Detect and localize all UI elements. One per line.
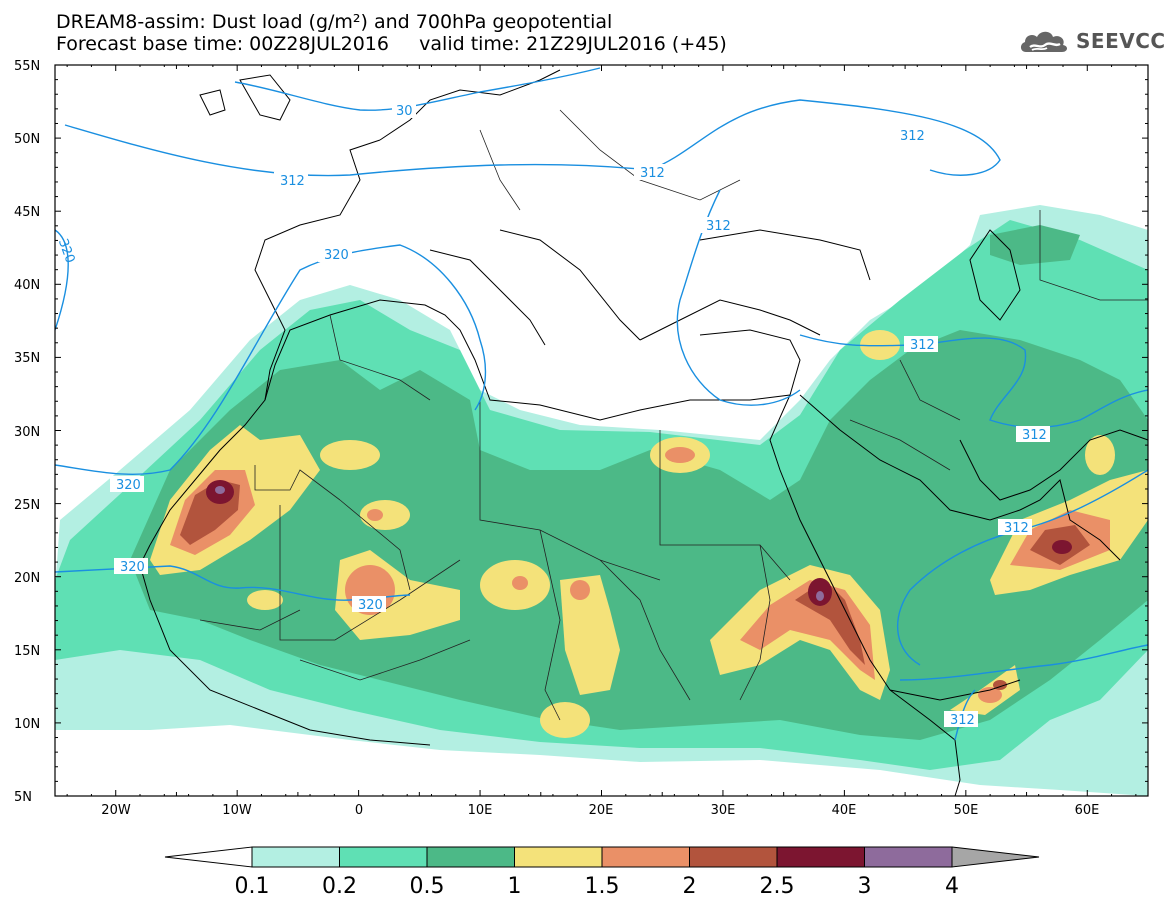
map-title-line1: DREAM8-assim: Dust load (g/m²) and 700hP… bbox=[56, 11, 613, 33]
colorbar-label: 2 bbox=[683, 874, 697, 899]
axis-ticks bbox=[54, 64, 1149, 797]
lat-label: 5N bbox=[14, 790, 32, 805]
map-title-line2: Forecast base time: 00Z28JUL2016 valid t… bbox=[56, 33, 727, 55]
lat-label: 25N bbox=[14, 498, 40, 513]
dust-field bbox=[55, 205, 1148, 796]
colorbar-label: 0.1 bbox=[235, 874, 270, 899]
lat-label: 30N bbox=[14, 425, 40, 440]
contour-312-europe bbox=[676, 189, 801, 406]
contour-labels: 312 312 312 312 312 312 312 312 320 320 … bbox=[55, 102, 1050, 728]
lat-label: 15N bbox=[14, 644, 40, 659]
cloud-icon bbox=[1020, 31, 1068, 52]
contour-label: 312 bbox=[706, 219, 731, 234]
lon-label: 30E bbox=[711, 803, 736, 818]
contour-label: 30 bbox=[396, 104, 413, 119]
contour-label: 312 bbox=[640, 166, 665, 181]
logo-text: SEEVCCC bbox=[1076, 29, 1165, 53]
lat-label: 40N bbox=[14, 278, 40, 293]
dust-band-0.5-caspian bbox=[990, 225, 1080, 265]
lon-label: 60E bbox=[1075, 803, 1100, 818]
colorbar-label: 2.5 bbox=[760, 874, 795, 899]
contour-label: 312 bbox=[950, 713, 975, 728]
contour-312-north bbox=[64, 99, 1001, 177]
colorbar-segment bbox=[251, 846, 340, 868]
contour-312-east bbox=[799, 334, 1148, 429]
colorbar-segment bbox=[426, 846, 515, 868]
lon-label: 0 bbox=[355, 803, 363, 818]
colorbar-label: 3 bbox=[858, 874, 872, 899]
colorbar-over-arrow bbox=[951, 846, 1040, 868]
lon-label: 20W bbox=[101, 803, 131, 818]
colorbar-segment bbox=[514, 846, 603, 868]
contour-label: 312 bbox=[1004, 521, 1029, 536]
lon-label: 20E bbox=[589, 803, 614, 818]
contour-label: 312 bbox=[280, 174, 305, 189]
contour-label: 320 bbox=[358, 598, 383, 613]
colorbar-under-arrow bbox=[164, 846, 253, 868]
contour-label: 312 bbox=[900, 129, 925, 144]
colorbar-label: 0.2 bbox=[322, 874, 357, 899]
lon-label: 40E bbox=[832, 803, 857, 818]
lat-labels: 5N 10N 15N 20N 25N 30N 35N 40N 45N 50N 5… bbox=[14, 59, 40, 805]
lat-label: 50N bbox=[14, 132, 40, 147]
colorbar-label: 1 bbox=[508, 874, 522, 899]
colorbar-label: 1.5 bbox=[585, 874, 620, 899]
lat-label: 20N bbox=[14, 571, 40, 586]
contour-320-iberia bbox=[55, 229, 69, 331]
lon-label: 10E bbox=[468, 803, 493, 818]
colorbar-label: 4 bbox=[945, 874, 959, 899]
contour-312-horn bbox=[899, 644, 1148, 681]
lat-label: 35N bbox=[14, 351, 40, 366]
contour-label: 320 bbox=[324, 248, 349, 263]
contour-label: 320 bbox=[116, 478, 141, 493]
lon-label: 50E bbox=[954, 803, 979, 818]
dust-band-3 bbox=[215, 486, 824, 601]
lon-label: 10W bbox=[222, 803, 252, 818]
colorbar-segment bbox=[864, 846, 953, 868]
colorbar-segment bbox=[601, 846, 690, 868]
colorbar-label: 0.5 bbox=[410, 874, 445, 899]
contour-30 bbox=[234, 67, 601, 111]
coastlines bbox=[139, 69, 1148, 796]
contour-label: 312 bbox=[910, 338, 935, 353]
colorbar-segment bbox=[689, 846, 778, 868]
lat-label: 55N bbox=[14, 59, 40, 74]
lon-labels: 20W 10W 0 10E 20E 30E 40E 50E 60E bbox=[101, 803, 1099, 818]
lat-label: 45N bbox=[14, 205, 40, 220]
colorbar-segment bbox=[339, 846, 428, 868]
contour-label: 320 bbox=[55, 237, 78, 265]
logo: SEEVCCC bbox=[1018, 26, 1165, 56]
contour-312-arabia bbox=[896, 469, 1148, 666]
colorbar-segment bbox=[776, 846, 865, 868]
colorbar: 0.1 0.2 0.5 1 1.5 2 2.5 3 4 bbox=[164, 846, 1040, 899]
contour-label: 320 bbox=[120, 560, 145, 575]
contour-label: 312 bbox=[1022, 428, 1047, 443]
lat-label: 10N bbox=[14, 717, 40, 732]
country-borders bbox=[199, 109, 1148, 721]
